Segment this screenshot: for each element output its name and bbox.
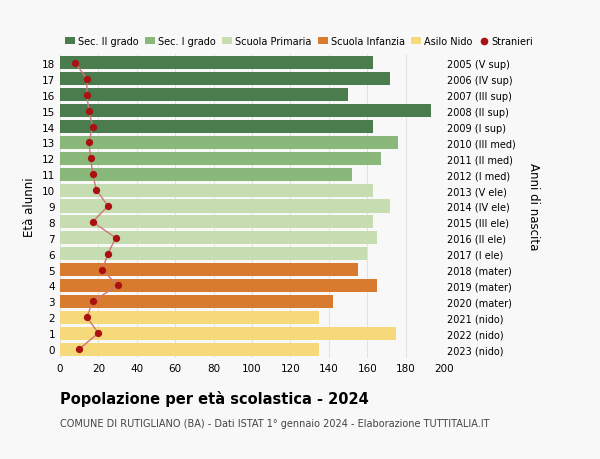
Bar xyxy=(60,247,367,261)
Bar xyxy=(60,232,377,245)
Point xyxy=(82,76,92,84)
Bar xyxy=(60,89,348,102)
Bar xyxy=(60,343,319,356)
Point xyxy=(111,235,121,242)
Bar xyxy=(60,327,396,340)
Bar xyxy=(60,184,373,197)
Bar xyxy=(60,168,352,181)
Point xyxy=(86,155,95,162)
Bar xyxy=(60,73,390,86)
Bar xyxy=(60,200,390,213)
Point xyxy=(82,314,92,321)
Point xyxy=(84,140,94,147)
Bar xyxy=(60,280,377,292)
Bar xyxy=(60,295,332,308)
Bar xyxy=(60,216,373,229)
Point xyxy=(103,251,113,258)
Bar xyxy=(60,121,373,134)
Point xyxy=(88,298,97,305)
Bar xyxy=(60,152,380,166)
Y-axis label: Età alunni: Età alunni xyxy=(23,177,37,236)
Legend: Sec. II grado, Sec. I grado, Scuola Primaria, Scuola Infanzia, Asilo Nido, Stran: Sec. II grado, Sec. I grado, Scuola Prim… xyxy=(65,37,533,47)
Point xyxy=(88,219,97,226)
Point xyxy=(88,123,97,131)
Bar xyxy=(60,263,358,276)
Point xyxy=(92,187,101,194)
Point xyxy=(88,171,97,179)
Point xyxy=(94,330,103,337)
Point xyxy=(84,108,94,115)
Point xyxy=(113,282,122,290)
Text: Popolazione per età scolastica - 2024: Popolazione per età scolastica - 2024 xyxy=(60,390,369,406)
Bar xyxy=(60,137,398,150)
Point xyxy=(82,92,92,99)
Point xyxy=(74,346,84,353)
Text: COMUNE DI RUTIGLIANO (BA) - Dati ISTAT 1° gennaio 2024 - Elaborazione TUTTITALIA: COMUNE DI RUTIGLIANO (BA) - Dati ISTAT 1… xyxy=(60,418,490,428)
Bar xyxy=(60,311,319,324)
Point xyxy=(71,60,80,67)
Bar xyxy=(60,105,431,118)
Bar xyxy=(60,57,373,70)
Y-axis label: Anni di nascita: Anni di nascita xyxy=(527,163,539,250)
Point xyxy=(97,266,107,274)
Point xyxy=(103,203,113,210)
